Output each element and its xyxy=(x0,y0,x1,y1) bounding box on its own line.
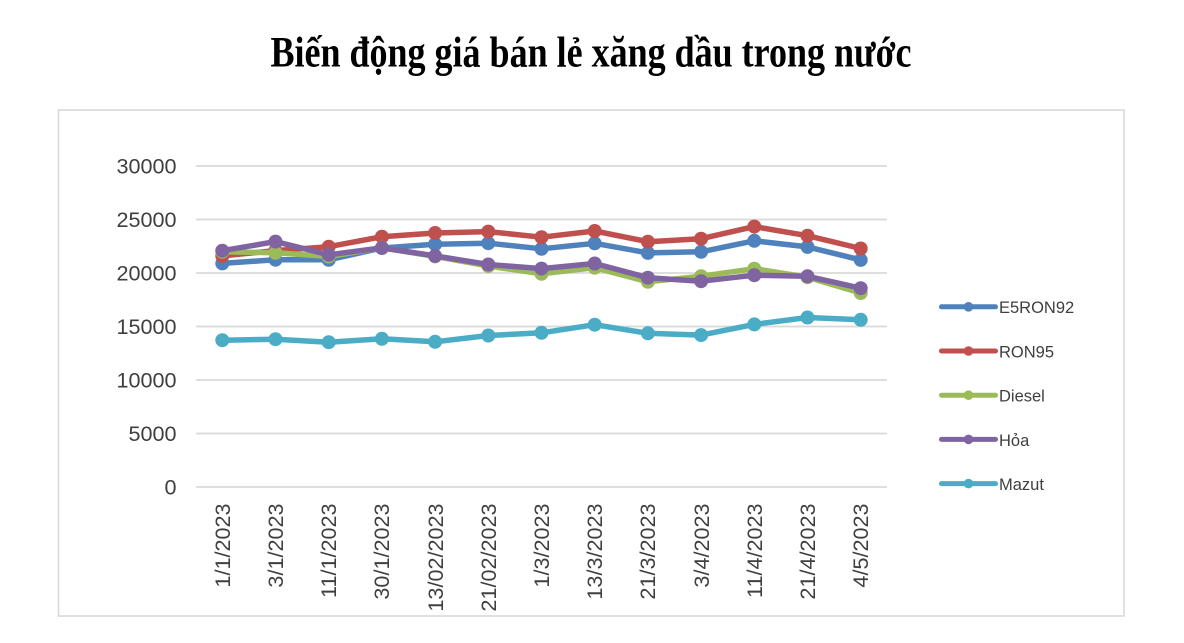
svg-text:5000: 5000 xyxy=(128,421,176,446)
svg-text:21/4/2023: 21/4/2023 xyxy=(795,504,820,600)
svg-text:30/1/2023: 30/1/2023 xyxy=(369,504,394,600)
svg-text:RON95: RON95 xyxy=(999,343,1054,361)
svg-text:0: 0 xyxy=(164,475,176,500)
svg-text:1/3/2023: 1/3/2023 xyxy=(529,504,554,588)
svg-text:Biến động giá bán lẻ xăng dầu: Biến động giá bán lẻ xăng dầu trong nước xyxy=(271,30,912,77)
svg-text:11/4/2023: 11/4/2023 xyxy=(742,504,767,598)
svg-text:E5RON92: E5RON92 xyxy=(999,299,1074,317)
svg-text:Diesel: Diesel xyxy=(999,388,1045,406)
svg-text:4/5/2023: 4/5/2023 xyxy=(848,504,873,588)
svg-text:13/02/2023: 13/02/2023 xyxy=(423,504,448,612)
svg-text:1/1/2023: 1/1/2023 xyxy=(210,504,235,588)
svg-text:15000: 15000 xyxy=(116,314,176,339)
svg-text:21/02/2023: 21/02/2023 xyxy=(476,504,501,612)
svg-text:3/4/2023: 3/4/2023 xyxy=(689,504,714,588)
svg-text:3/1/2023: 3/1/2023 xyxy=(263,504,288,588)
svg-text:13/3/2023: 13/3/2023 xyxy=(582,504,607,600)
svg-text:20000: 20000 xyxy=(116,261,176,286)
svg-text:Mazut: Mazut xyxy=(999,476,1044,494)
svg-text:10000: 10000 xyxy=(116,368,176,393)
svg-text:11/1/2023: 11/1/2023 xyxy=(316,504,341,598)
svg-text:30000: 30000 xyxy=(116,154,176,179)
svg-text:Hỏa: Hỏa xyxy=(999,432,1030,450)
svg-text:21/3/2023: 21/3/2023 xyxy=(635,504,660,600)
svg-text:25000: 25000 xyxy=(116,207,176,232)
